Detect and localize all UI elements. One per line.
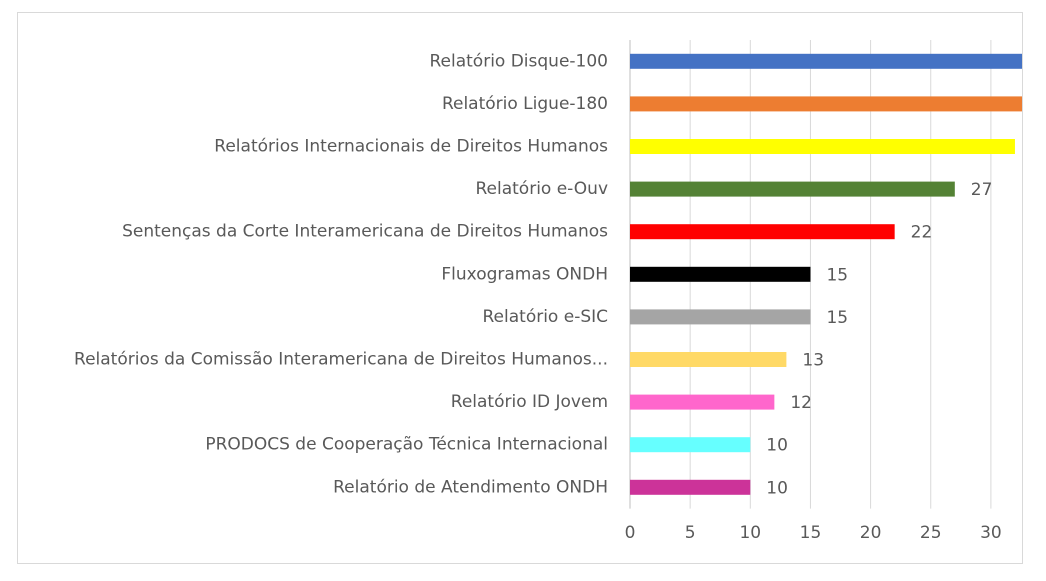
bar — [630, 394, 775, 410]
bar — [630, 309, 811, 325]
category-label: Relatório e-Ouv — [475, 179, 608, 199]
bar — [630, 266, 811, 282]
bar — [630, 352, 787, 367]
x-tick-label: 25 — [920, 523, 942, 543]
category-label: Fluxogramas ONDH — [441, 264, 608, 284]
category-label: Relatório de Atendimento ONDH — [333, 477, 608, 497]
bar — [630, 181, 955, 197]
data-label: 27 — [971, 180, 993, 200]
category-label: Relatório Ligue-180 — [442, 94, 608, 114]
bar — [630, 139, 1015, 154]
data-label: 15 — [826, 308, 848, 328]
category-label: Relatório Disque-100 — [429, 51, 608, 71]
data-label: 10 — [766, 436, 788, 456]
bar — [630, 53, 1022, 69]
category-label: Relatórios Internacionais de Direitos Hu… — [214, 137, 608, 157]
data-label: 12 — [790, 393, 812, 413]
x-tick-label: 10 — [739, 523, 761, 543]
x-tick-label: 0 — [625, 523, 636, 543]
data-label: 15 — [826, 265, 848, 285]
category-label: Relatório e-SIC — [483, 307, 609, 327]
category-label: Relatórios da Comissão Interamericana de… — [74, 350, 608, 370]
bar — [630, 437, 751, 453]
x-tick-label: 30 — [980, 523, 1002, 543]
bar — [630, 96, 1022, 112]
bar — [630, 224, 895, 240]
category-label: PRODOCS de Cooperação Técnica Internacio… — [205, 435, 608, 455]
x-tick-label: 5 — [685, 523, 696, 543]
x-tick-label: 15 — [800, 523, 822, 543]
bar — [630, 479, 751, 495]
data-label: 13 — [802, 351, 824, 371]
x-tick-label: 20 — [860, 523, 882, 543]
data-label: 10 — [766, 478, 788, 498]
category-label: Relatório ID Jovem — [451, 392, 608, 412]
category-label: Sentenças da Corte Interamericana de Dir… — [122, 222, 608, 242]
data-label: 22 — [911, 223, 933, 243]
